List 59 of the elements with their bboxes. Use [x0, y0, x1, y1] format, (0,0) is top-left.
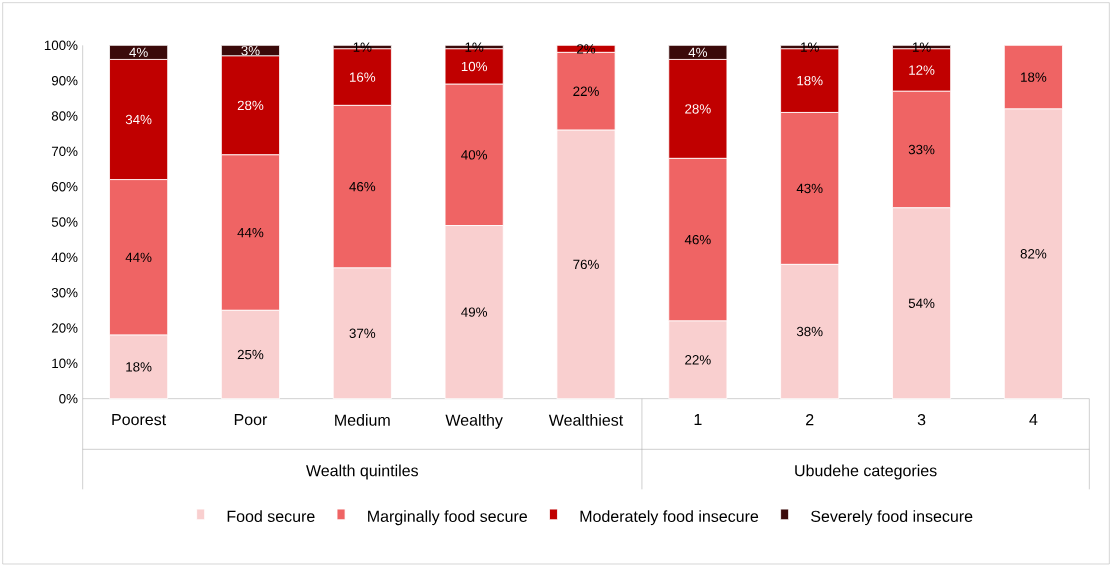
data-label: 44% [237, 228, 264, 238]
x-tick-label: Wealthy [445, 414, 503, 430]
x-tick-label: 4 [1029, 414, 1038, 426]
data-label: 76% [573, 259, 599, 270]
y-tick-label: 50% [51, 217, 78, 227]
data-label: 46% [349, 182, 376, 192]
x-tick-label: 1 [694, 414, 702, 426]
legend-label: Marginally food secure [368, 510, 527, 526]
y-tick-label: 80% [51, 111, 78, 121]
text: Ubudehe categories [795, 464, 937, 480]
y-tick-label: 0% [59, 394, 78, 404]
data-label: 1% [465, 42, 484, 52]
data-label: 2% [577, 44, 596, 54]
data-label: 28% [237, 100, 264, 111]
x-tick-label: Medium [335, 414, 390, 426]
data-label: 4% [129, 47, 148, 58]
legend-label: Food secure [227, 510, 315, 523]
data-label: 22% [573, 86, 599, 97]
data-label: 33% [908, 145, 935, 155]
data-label: 49% [461, 307, 488, 317]
data-label: 40% [461, 150, 488, 160]
data-label: 4% [688, 47, 708, 58]
x-tick-label: Poor [234, 414, 268, 426]
data-label: 16% [349, 72, 376, 83]
y-tick-label: 20% [51, 323, 78, 333]
data-label: 54% [908, 298, 935, 309]
data-label: 18% [1021, 72, 1047, 83]
x-tick-label: 3 [917, 414, 926, 426]
data-label: 37% [349, 328, 376, 339]
y-tick-label: 100% [44, 40, 78, 51]
y-tick-label: 40% [51, 252, 78, 263]
data-label: 82% [1020, 249, 1047, 259]
data-label: 46% [684, 235, 711, 245]
text: Wealth quintiles [306, 464, 419, 480]
data-label: 12% [909, 65, 935, 75]
data-label: 44% [125, 252, 152, 263]
data-label: 38% [796, 326, 823, 337]
x-tick-label: 2 [806, 414, 814, 426]
data-label: 1% [801, 42, 819, 52]
y-tick-label: 10% [52, 358, 78, 369]
data-label: 43% [796, 183, 823, 194]
data-label: 34% [125, 114, 152, 125]
data-label: 22% [685, 355, 711, 365]
data-label: 1% [912, 42, 931, 52]
y-tick-label: 70% [51, 146, 78, 157]
legend-label: Moderately food insecure [580, 510, 759, 526]
legend-label: Severely food insecure [811, 510, 973, 526]
data-label: 28% [685, 104, 711, 114]
data-label: 1% [353, 42, 372, 52]
data-label: 25% [237, 349, 264, 360]
data-label: 18% [797, 76, 823, 86]
x-tick-label: Wealthiest [548, 414, 624, 426]
data-label: 18% [126, 362, 152, 372]
data-label: 10% [461, 61, 488, 72]
data-label: 3% [241, 46, 260, 56]
y-tick-label: 90% [51, 76, 78, 86]
x-tick-label: Poorest [112, 414, 167, 426]
y-tick-label: 60% [51, 182, 78, 192]
y-tick-label: 30% [51, 288, 78, 298]
